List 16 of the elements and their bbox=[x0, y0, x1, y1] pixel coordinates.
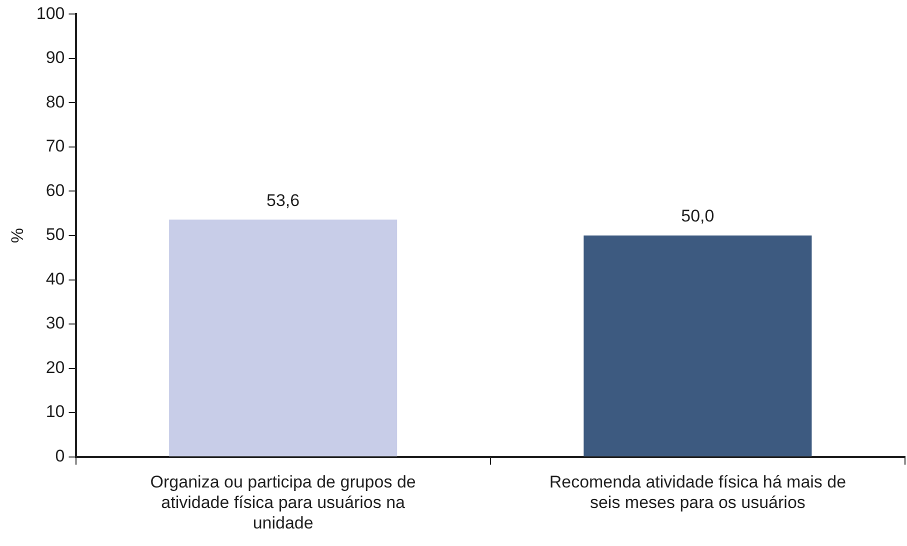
data-label: 50,0 bbox=[681, 206, 714, 226]
y-tick-label: 20 bbox=[46, 358, 65, 377]
y-tick-label: 30 bbox=[46, 314, 65, 333]
y-axis-title: % bbox=[8, 228, 27, 244]
y-tick-label: 60 bbox=[46, 180, 65, 200]
y-tick-label: 40 bbox=[46, 269, 65, 288]
y-tick-label: 100 bbox=[36, 4, 65, 23]
y-tick-label: 10 bbox=[46, 402, 65, 422]
x-tick-label: Organiza ou participa de grupos de atividade física para usuários na unidade bbox=[150, 472, 416, 532]
y-tick-label: 80 bbox=[46, 92, 65, 112]
data-label: 53,6 bbox=[266, 190, 300, 210]
y-tick-label: 50 bbox=[46, 225, 65, 244]
y-tick-label: 0 bbox=[55, 446, 65, 466]
y-tick-label: 70 bbox=[46, 136, 65, 156]
y-tick-label: 90 bbox=[46, 48, 65, 68]
x-tick-label: Recomenda atividade física há mais de seis meses para os usuários bbox=[549, 472, 846, 512]
